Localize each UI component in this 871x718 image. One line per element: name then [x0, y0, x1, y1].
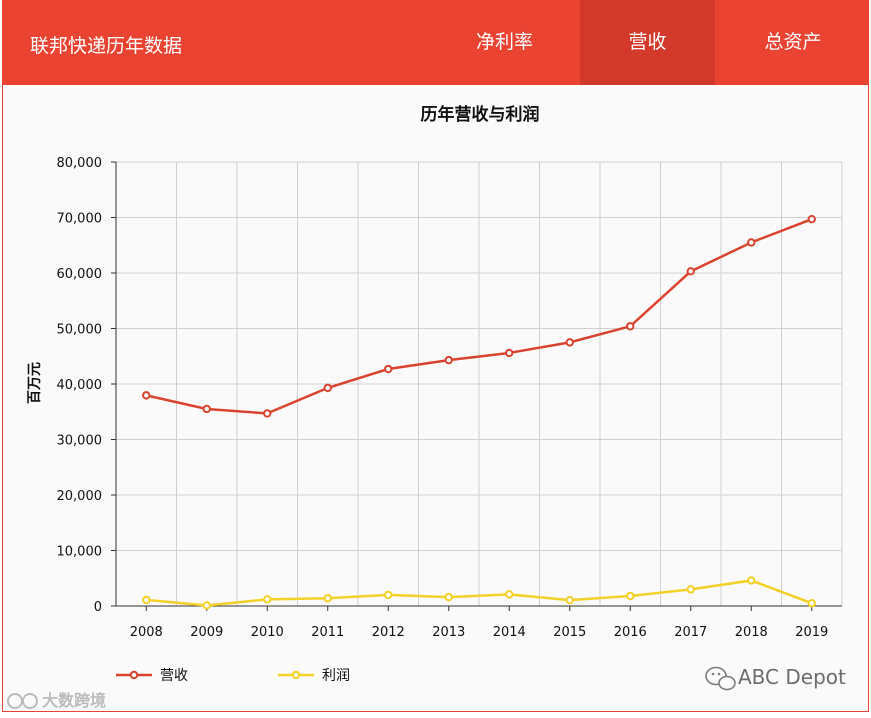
y-tick-label: 80,000: [57, 156, 103, 171]
data-point: [444, 355, 453, 365]
data-point: [686, 267, 695, 276]
data-point: [323, 383, 332, 393]
x-tick-label: 2016: [614, 625, 647, 640]
y-tick-label: 30,000: [57, 434, 103, 449]
data-point: [142, 595, 151, 605]
y-tick-label: 20,000: [57, 489, 103, 504]
series-line-1: [146, 579, 813, 607]
data-point: [807, 214, 816, 224]
data-point: [263, 595, 272, 604]
x-tick-label: 2012: [372, 625, 405, 640]
chart-series: [142, 214, 816, 610]
y-tick-labels: 0 10,000 20,000 30,000 40,000 50,000 60,000 70,…: [57, 156, 103, 615]
legend-label: 营收: [160, 668, 188, 684]
data-point: [686, 585, 695, 594]
data-point: [747, 576, 756, 585]
y-tick-label: 10,000: [57, 545, 103, 560]
wechat-icon: [705, 666, 736, 691]
y-tick-label: 70,000: [57, 212, 103, 227]
series-line-0: [145, 217, 813, 415]
data-point: [626, 591, 635, 601]
top-nav-bar: 联邦快递历年数据 净利率 营收 总资产: [2, 0, 869, 85]
y-tick-label: 0: [94, 600, 102, 615]
brand-logo-icon: [7, 693, 38, 709]
data-point: [323, 594, 332, 603]
data-point: [626, 322, 635, 331]
data-point: [444, 592, 453, 602]
chart-grid: [116, 161, 843, 606]
tab-total-assets[interactable]: 总资产: [764, 31, 822, 53]
data-point: [384, 364, 393, 374]
chart-title: 历年营收与利润: [421, 104, 540, 125]
y-tick-label: 50,000: [57, 323, 103, 338]
data-point: [505, 348, 514, 358]
data-point: [807, 599, 816, 608]
data-point: [142, 391, 151, 400]
y-tick-label: 40,000: [57, 378, 103, 393]
x-tick-label: 2013: [432, 625, 465, 640]
legend-marker: [291, 670, 301, 680]
legend-marker: [129, 670, 139, 680]
data-point: [565, 595, 574, 605]
y-tick-label: 60,000: [57, 267, 103, 282]
x-tick-label: 2017: [674, 625, 707, 640]
tab-net-margin[interactable]: 净利率: [475, 31, 533, 53]
data-point: [747, 238, 756, 247]
watermark-abc-depot: ABC Depot: [738, 665, 846, 689]
data-point: [505, 590, 514, 599]
data-point: [565, 338, 574, 347]
x-tick-label: 2018: [735, 625, 768, 640]
chart-legend[interactable]: 营收 利润: [116, 668, 350, 684]
data-point: [384, 590, 393, 600]
x-tick-label: 2011: [311, 625, 344, 640]
watermark-brand-text: 大数跨境: [42, 691, 106, 710]
x-tick-label: 2009: [190, 625, 223, 640]
x-tick-label: 2010: [251, 625, 284, 640]
tab-revenue[interactable]: 营收: [580, 0, 715, 85]
x-tick-label: 2019: [795, 625, 828, 640]
data-point: [202, 601, 211, 610]
y-axis-label: 百万元: [27, 362, 43, 404]
app-title: 联邦快递历年数据: [30, 35, 183, 57]
data-point: [263, 409, 272, 418]
legend-label: 利润: [322, 668, 350, 684]
x-tick-label: 2015: [553, 625, 586, 640]
x-tick-label: 2008: [130, 625, 163, 640]
chart-axes: [111, 161, 842, 611]
data-point: [202, 404, 211, 414]
x-tick-label: 2014: [493, 625, 526, 640]
x-tick-labels: 2008 2009 2010 2011 2012 2013 2014 2015 2016 2017…: [130, 625, 829, 640]
